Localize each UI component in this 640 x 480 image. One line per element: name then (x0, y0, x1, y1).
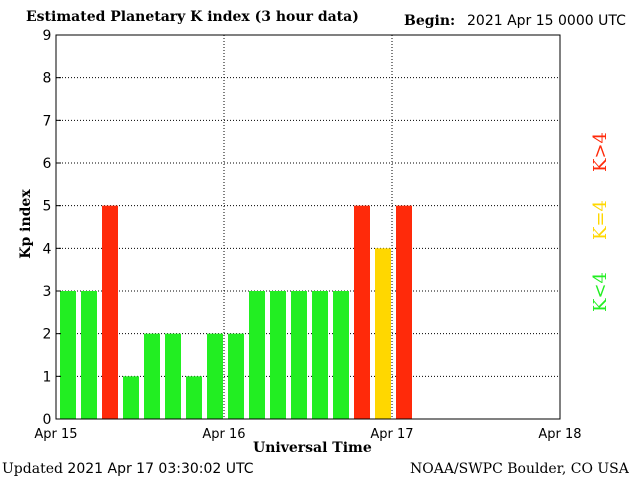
chart-bars (60, 205, 412, 419)
kp-bar (375, 248, 391, 419)
credit-text: NOAA/SWPC Boulder, CO USA (410, 461, 629, 477)
x-tick-label: Apr 17 (370, 427, 413, 442)
kp-bar (249, 291, 265, 419)
y-tick-label: 7 (43, 113, 52, 129)
y-tick-label: 0 (43, 412, 52, 428)
y-tick-label: 2 (43, 327, 52, 343)
kp-bar (333, 291, 349, 419)
legend-k-below-4: K<4 (590, 272, 611, 312)
legend-k-above-4: K>4 (590, 132, 611, 172)
kp-bar (207, 333, 223, 419)
begin-label: Begin: (404, 13, 456, 29)
y-tick-label: 1 (43, 369, 52, 385)
y-axis-ticks: 0 1 2 3 4 5 6 7 8 9 (43, 28, 61, 428)
y-axis-label: Kp index (18, 189, 34, 259)
kp-bar (165, 333, 181, 419)
x-axis-ticks: Apr 15 Apr 16 Apr 17 Apr 18 (34, 427, 581, 442)
kp-bar (123, 376, 139, 419)
chart-title: Estimated Planetary K index (3 hour data… (26, 9, 359, 25)
kp-bar (312, 291, 328, 419)
y-tick-label: 3 (43, 284, 52, 300)
kp-bar (291, 291, 307, 419)
y-tick-label: 8 (43, 71, 52, 87)
updated-label: Updated (2, 461, 63, 477)
chart-grid (56, 35, 560, 419)
updated-value: 2021 Apr 17 03:30:02 UTC (67, 461, 254, 477)
kp-bar (396, 205, 412, 419)
y-tick-label: 9 (43, 28, 52, 44)
plot-frame (55, 34, 561, 420)
x-tick-label: Apr 18 (538, 427, 581, 442)
kp-bar (60, 291, 76, 419)
kp-bar (81, 291, 97, 419)
y-tick-label: 6 (43, 156, 52, 172)
kp-bar (354, 205, 370, 419)
begin-value: 2021 Apr 15 0000 UTC (467, 13, 626, 29)
legend-k-equal-4: K=4 (590, 200, 611, 240)
x-tick-label: Apr 16 (202, 427, 245, 442)
kp-bar (102, 205, 118, 419)
kp-bar (228, 333, 244, 419)
y-tick-label: 5 (43, 199, 52, 215)
x-tick-label: Apr 15 (34, 427, 77, 442)
kp-bar (270, 291, 286, 419)
updated-stamp: Updated 2021 Apr 17 03:30:02 UTC (2, 461, 254, 477)
y-tick-label: 4 (43, 241, 52, 257)
kp-bar (144, 333, 160, 419)
x-axis-label: Universal Time (253, 440, 372, 456)
kp-bar (186, 376, 202, 419)
